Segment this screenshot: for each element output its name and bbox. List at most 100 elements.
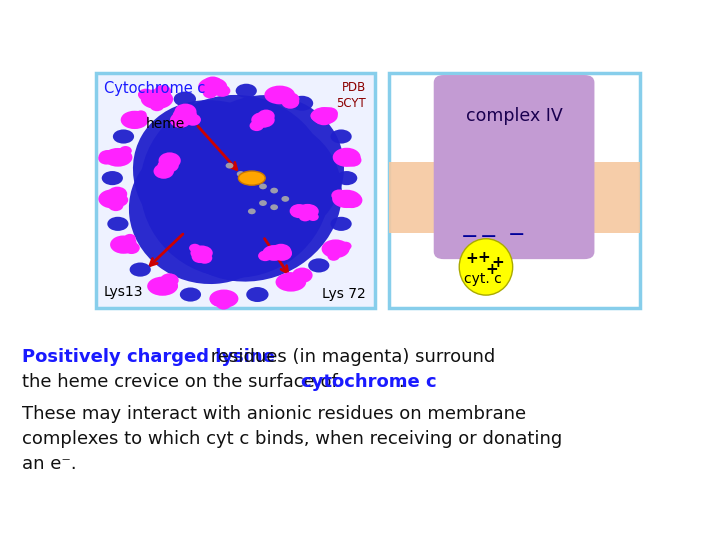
Text: +: + (492, 255, 505, 271)
Ellipse shape (262, 245, 286, 261)
Circle shape (210, 292, 229, 307)
Text: −: − (508, 225, 526, 245)
Circle shape (203, 77, 222, 91)
Ellipse shape (330, 130, 351, 144)
Circle shape (284, 272, 297, 281)
Circle shape (292, 267, 312, 283)
Circle shape (192, 251, 209, 263)
Circle shape (259, 200, 267, 206)
Ellipse shape (308, 258, 329, 273)
Ellipse shape (162, 116, 342, 281)
Ellipse shape (333, 148, 361, 167)
Ellipse shape (130, 262, 150, 276)
Circle shape (135, 110, 147, 119)
Text: Lys13: Lys13 (104, 285, 143, 299)
Circle shape (185, 114, 201, 126)
Ellipse shape (238, 171, 265, 185)
FancyBboxPatch shape (389, 73, 639, 308)
Circle shape (344, 153, 361, 167)
Ellipse shape (182, 95, 344, 245)
Text: Cytochrome c: Cytochrome c (104, 82, 205, 97)
Ellipse shape (113, 130, 134, 144)
Circle shape (258, 110, 275, 123)
Circle shape (237, 171, 245, 177)
Circle shape (110, 193, 128, 207)
Circle shape (342, 153, 359, 165)
Circle shape (213, 297, 226, 307)
Ellipse shape (330, 217, 351, 231)
Circle shape (108, 200, 123, 211)
Ellipse shape (235, 84, 257, 98)
Ellipse shape (129, 139, 285, 284)
Text: complex IV: complex IV (466, 107, 562, 125)
FancyBboxPatch shape (96, 73, 374, 308)
Ellipse shape (276, 273, 306, 292)
Circle shape (107, 187, 127, 201)
Circle shape (314, 110, 334, 125)
Circle shape (150, 280, 171, 294)
Circle shape (261, 111, 274, 120)
Ellipse shape (459, 239, 513, 295)
Circle shape (330, 241, 350, 255)
Ellipse shape (246, 287, 269, 302)
Circle shape (259, 184, 267, 190)
Circle shape (336, 191, 354, 203)
Circle shape (159, 164, 174, 176)
Circle shape (174, 104, 197, 120)
Text: Positively charged lysine: Positively charged lysine (22, 348, 274, 366)
Ellipse shape (141, 89, 173, 109)
Ellipse shape (297, 204, 319, 219)
Circle shape (216, 299, 231, 309)
Circle shape (122, 114, 135, 124)
Ellipse shape (291, 96, 313, 111)
Text: .: . (398, 373, 404, 390)
Circle shape (272, 246, 292, 261)
Ellipse shape (104, 148, 132, 167)
Circle shape (150, 100, 164, 111)
Ellipse shape (174, 92, 196, 106)
Circle shape (170, 112, 191, 128)
Ellipse shape (110, 235, 137, 254)
Circle shape (282, 94, 298, 107)
Text: +: + (465, 251, 478, 266)
Circle shape (225, 163, 233, 168)
Circle shape (124, 234, 136, 242)
Text: the heme crevice on the surface of: the heme crevice on the surface of (22, 373, 343, 390)
Circle shape (282, 196, 289, 202)
Text: cytochrome c: cytochrome c (301, 373, 436, 390)
Text: These may interact with anionic residues on membrane
complexes to which cyt c bi: These may interact with anionic residues… (22, 405, 562, 473)
Circle shape (322, 107, 338, 119)
Ellipse shape (180, 287, 201, 302)
Circle shape (299, 212, 312, 221)
Circle shape (270, 188, 278, 193)
Text: heme: heme (145, 117, 185, 131)
Circle shape (123, 242, 140, 254)
Ellipse shape (210, 289, 238, 308)
Ellipse shape (322, 239, 349, 258)
Ellipse shape (107, 217, 128, 231)
Circle shape (158, 152, 181, 169)
Ellipse shape (251, 112, 275, 128)
Ellipse shape (102, 171, 123, 185)
Circle shape (248, 208, 256, 214)
Text: −: − (480, 227, 498, 247)
Circle shape (160, 273, 179, 287)
Circle shape (248, 175, 256, 181)
Text: Lys 72: Lys 72 (323, 287, 366, 301)
Bar (389, 163, 639, 233)
Circle shape (331, 190, 347, 201)
Ellipse shape (336, 171, 357, 185)
Circle shape (214, 85, 230, 97)
Circle shape (340, 242, 351, 251)
Text: cyt. c: cyt. c (464, 272, 502, 286)
Text: +: + (485, 261, 498, 276)
Circle shape (328, 252, 340, 261)
Circle shape (162, 280, 178, 292)
Ellipse shape (332, 190, 361, 208)
Circle shape (250, 120, 264, 131)
Circle shape (99, 152, 114, 165)
Circle shape (307, 213, 319, 221)
Ellipse shape (133, 100, 304, 256)
Circle shape (197, 252, 212, 264)
Circle shape (282, 92, 300, 105)
